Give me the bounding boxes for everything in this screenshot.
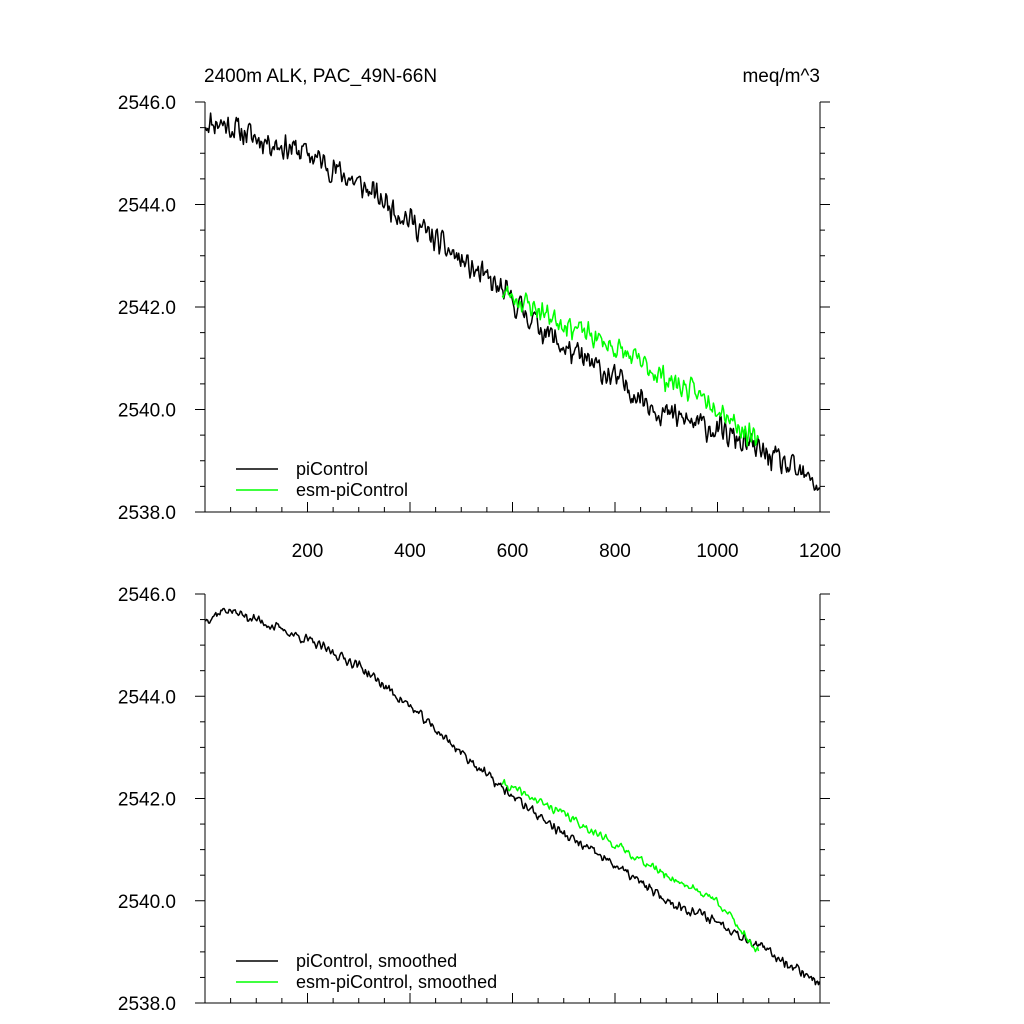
x-tick-label: 200 — [292, 541, 324, 562]
y-tick-label: 2538.0 — [118, 503, 176, 524]
series-line-picontrol — [204, 112, 821, 491]
x-tick-label: 600 — [497, 541, 529, 562]
x-tick-label: 800 — [599, 541, 631, 562]
y-tick-label: 2544.0 — [118, 687, 176, 708]
chart-title: 2400m ALK, PAC_49N-66N — [204, 66, 437, 87]
legend-label-esm-picontrol-smoothed: esm-piControl, smoothed — [296, 972, 497, 992]
x-tick-label: 1000 — [696, 541, 738, 562]
x-tick-label: 400 — [394, 541, 426, 562]
y-tick-label: 2546.0 — [118, 93, 176, 114]
x-tick-label: 1200 — [799, 541, 841, 562]
y-tick-label: 2538.0 — [118, 994, 176, 1015]
y-tick-label: 2542.0 — [118, 298, 176, 319]
legend: piControl esm-piControl — [236, 459, 408, 500]
y-tick-label: 2542.0 — [118, 790, 176, 811]
y-tick-label: 2546.0 — [118, 585, 176, 606]
series-line-esm-picontrol — [501, 285, 760, 447]
y-tick-label: 2540.0 — [118, 401, 176, 422]
bottom-panel: 2538.0 2540.0 2542.0 2544.0 2546.0 piControl… — [118, 585, 830, 1015]
series-line-picontrol-smoothed — [204, 607, 821, 986]
y-tick-label: 2544.0 — [118, 196, 176, 217]
y-tick-label: 2540.0 — [118, 892, 176, 913]
top-panel: 2400m ALK, PAC_49N-66N meq/m^3 2538.0 254… — [118, 66, 841, 562]
series-line-esm-picontrol-smoothed — [501, 778, 760, 953]
legend-label-picontrol-smoothed: piControl, smoothed — [296, 951, 457, 971]
legend: piControl, smoothed esm-piControl, smoot… — [236, 951, 497, 992]
units-label: meq/m^3 — [742, 66, 820, 87]
legend-label-esm-picontrol: esm-piControl — [296, 480, 408, 500]
legend-label-picontrol: piControl — [296, 459, 368, 479]
